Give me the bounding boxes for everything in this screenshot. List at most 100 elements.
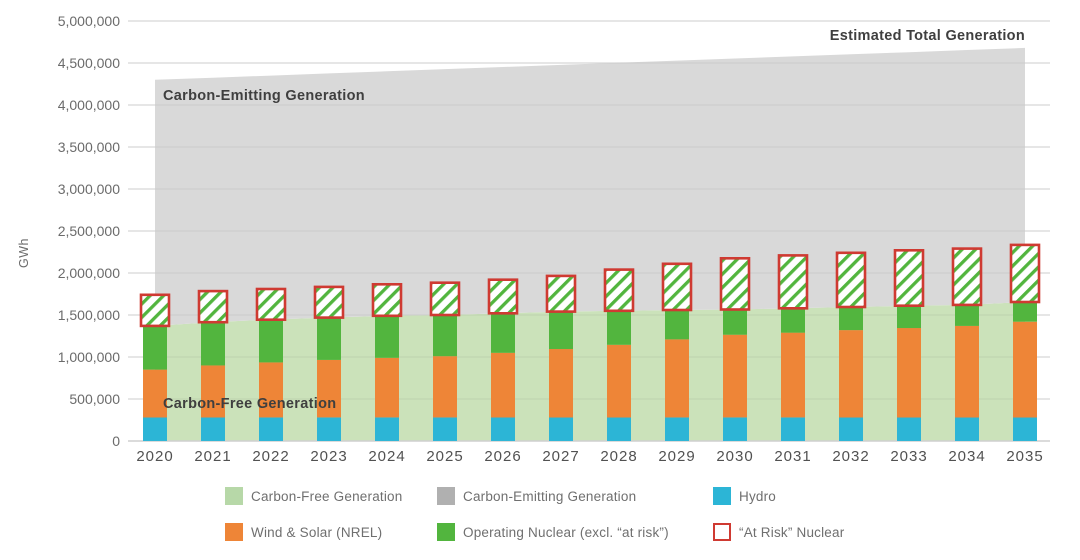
bar-hydro-2023 — [317, 417, 341, 441]
bar-operating-nuclear-2026 — [491, 313, 515, 353]
legend-item-carbon-emitting-generation: Carbon-Emitting Generation — [437, 487, 713, 505]
bar-operating-nuclear-2024 — [375, 315, 399, 358]
bar-hydro-2028 — [607, 417, 631, 441]
bar-hydro-2033 — [897, 417, 921, 441]
annotation-carbon-emitting: Carbon-Emitting Generation — [163, 88, 365, 104]
x-tick-label-2033: 2033 — [890, 448, 927, 465]
y-tick-label: 5,000,000 — [58, 13, 120, 29]
at-risk-nuclear-box-2026 — [487, 278, 519, 315]
bar-wind-solar-2035 — [1013, 321, 1037, 418]
bar-hydro-2024 — [375, 417, 399, 441]
bar-operating-nuclear-2033 — [897, 305, 921, 329]
y-tick-label: 2,500,000 — [58, 223, 120, 239]
y-tick-label: 1,500,000 — [58, 307, 120, 323]
bar-wind-solar-2026 — [491, 352, 515, 418]
y-tick-label: 3,500,000 — [58, 139, 120, 155]
y-tick-label: 3,000,000 — [58, 181, 120, 197]
generation-chart: 5,000,000 4,500,000 4,000,000 3,500,000 3,00… — [17, 13, 1050, 465]
x-tick-label-2025: 2025 — [426, 448, 463, 465]
legend-item-wind-solar-nrel: Wind & Solar (NREL) — [225, 523, 437, 541]
legend-swatch — [437, 523, 455, 541]
bar-hydro-2027 — [549, 417, 573, 441]
chart-legend: Carbon-Free Generation Carbon-Emitting Ge… — [225, 487, 844, 541]
legend-label: “At Risk” Nuclear — [739, 524, 845, 540]
at-risk-nuclear-box-2034 — [951, 247, 983, 307]
at-risk-nuclear-box-2029 — [661, 262, 693, 312]
legend-swatch — [713, 523, 731, 541]
bar-operating-nuclear-2020 — [143, 325, 167, 370]
at-risk-nuclear-box-2033 — [893, 249, 925, 308]
legend-item-hydro: Hydro — [713, 487, 844, 505]
at-risk-nuclear-box-2025 — [429, 281, 461, 317]
annotation-estimated-total: Estimated Total Generation — [830, 28, 1025, 44]
bar-operating-nuclear-2021 — [201, 322, 225, 366]
bar-operating-nuclear-2029 — [665, 309, 689, 340]
at-risk-nuclear-box-2022 — [255, 287, 287, 322]
x-tick-label-2024: 2024 — [368, 448, 405, 465]
bar-hydro-2021 — [201, 417, 225, 441]
chart-canvas: 5,000,000 4,500,000 4,000,000 3,500,000 3,00… — [17, 13, 1050, 465]
bar-wind-solar-2030 — [723, 334, 747, 418]
bar-operating-nuclear-2022 — [259, 319, 283, 363]
bar-operating-nuclear-2035 — [1013, 301, 1037, 322]
y-tick-label: 1,000,000 — [58, 349, 120, 365]
x-tick-label-2035: 2035 — [1006, 448, 1043, 465]
y-tick-label: 2,000,000 — [58, 265, 120, 281]
legend-item-operating-nuclear-excl-at-risk: Operating Nuclear (excl. “at risk”) — [437, 523, 713, 541]
x-tick-label-2028: 2028 — [600, 448, 637, 465]
x-tick-label-2020: 2020 — [136, 448, 173, 465]
bar-wind-solar-2029 — [665, 339, 689, 418]
legend-label: Wind & Solar (NREL) — [251, 524, 383, 540]
bar-hydro-2026 — [491, 417, 515, 441]
x-tick-label-2027: 2027 — [542, 448, 579, 465]
bar-operating-nuclear-2027 — [549, 311, 573, 350]
bar-hydro-2025 — [433, 417, 457, 441]
bar-hydro-2020 — [143, 417, 167, 441]
y-tick-label: 4,000,000 — [58, 97, 120, 113]
legend-label: Carbon-Free Generation — [251, 488, 403, 504]
bar-hydro-2022 — [259, 417, 283, 441]
legend-label: Hydro — [739, 488, 777, 504]
x-tick-label-2029: 2029 — [658, 448, 695, 465]
y-tick-label: 0 — [112, 433, 120, 449]
bar-wind-solar-2025 — [433, 356, 457, 418]
legend-label: Carbon-Emitting Generation — [463, 488, 637, 504]
x-tick-label-2031: 2031 — [774, 448, 811, 465]
bar-hydro-2032 — [839, 417, 863, 441]
at-risk-nuclear-box-2027 — [545, 274, 577, 313]
bar-wind-solar-2021 — [201, 365, 225, 418]
bar-wind-solar-2028 — [607, 344, 631, 418]
at-risk-nuclear-box-2032 — [835, 251, 867, 309]
legend-item-carbon-free-generation: Carbon-Free Generation — [225, 487, 437, 505]
y-tick-label: 4,500,000 — [58, 55, 120, 71]
y-tick-label: 500,000 — [69, 391, 120, 407]
at-risk-nuclear-box-2030 — [719, 256, 751, 311]
x-tick-label-2023: 2023 — [310, 448, 347, 465]
legend-label: Operating Nuclear (excl. “at risk”) — [463, 524, 669, 540]
bar-hydro-2031 — [781, 417, 805, 441]
legend-swatch — [437, 487, 455, 505]
at-risk-nuclear-box-2024 — [371, 282, 403, 318]
bar-wind-solar-2034 — [955, 325, 979, 418]
bar-operating-nuclear-2023 — [317, 317, 341, 360]
at-risk-nuclear-box-2035 — [1009, 243, 1041, 304]
x-tick-label-2026: 2026 — [484, 448, 521, 465]
bar-wind-solar-2031 — [781, 332, 805, 418]
bar-hydro-2035 — [1013, 417, 1037, 441]
bar-hydro-2029 — [665, 417, 689, 441]
annotation-carbon-free: Carbon-Free Generation — [163, 396, 336, 412]
legend-swatch — [225, 487, 243, 505]
bar-hydro-2030 — [723, 417, 747, 441]
at-risk-nuclear-box-2031 — [777, 254, 809, 310]
legend-swatch — [713, 487, 731, 505]
at-risk-nuclear-box-2023 — [313, 285, 345, 319]
x-tick-label-2030: 2030 — [716, 448, 753, 465]
bar-wind-solar-2024 — [375, 357, 399, 418]
bar-operating-nuclear-2031 — [781, 308, 805, 333]
legend-item-at-risk-nuclear: “At Risk” Nuclear — [713, 523, 844, 541]
at-risk-nuclear-box-2028 — [603, 268, 635, 313]
bar-operating-nuclear-2028 — [607, 310, 631, 345]
at-risk-nuclear-box-2020 — [139, 293, 171, 328]
x-tick-label-2032: 2032 — [832, 448, 869, 465]
bar-operating-nuclear-2025 — [433, 315, 457, 357]
